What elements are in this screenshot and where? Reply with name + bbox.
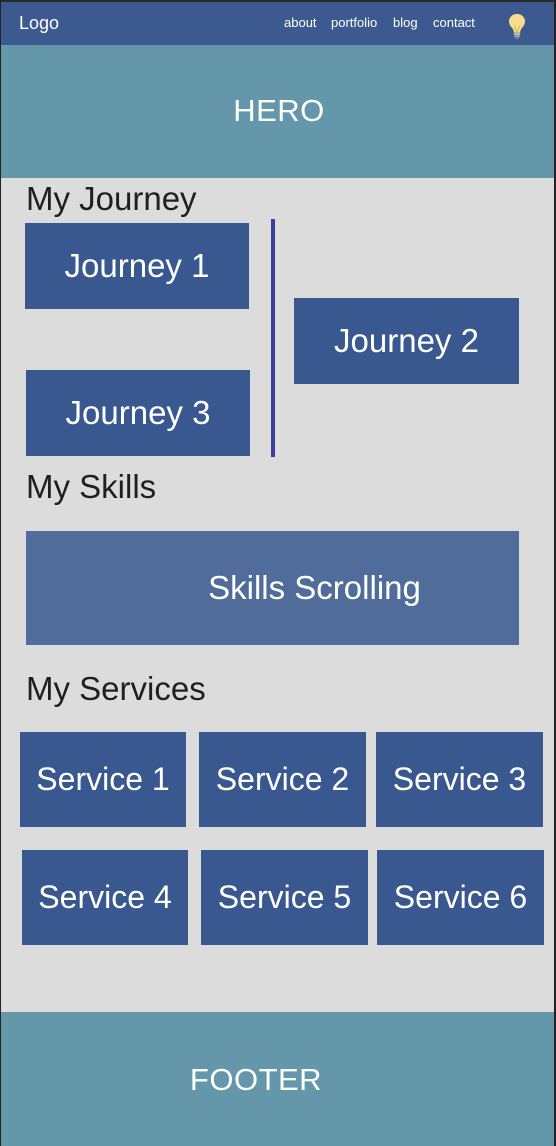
services-heading: My Services	[26, 670, 206, 707]
skills-scroller[interactable]: Skills Scrolling	[26, 531, 519, 645]
footer-section: FOOTER	[1, 1012, 554, 1146]
hero-label: HERO	[233, 93, 325, 128]
skills-heading: My Skills	[26, 468, 157, 505]
service-card-4[interactable]: Service 4	[22, 850, 188, 945]
hero-section: HERO	[1, 45, 554, 178]
nav-link-contact[interactable]: contact	[433, 15, 475, 30]
nav-link-blog[interactable]: blog	[393, 15, 418, 30]
service-card-1[interactable]: Service 1	[20, 732, 186, 827]
journey-card-1[interactable]: Journey 1	[25, 223, 249, 309]
footer-label-wrap: FOOTER	[1, 1062, 554, 1098]
timeline-divider	[271, 219, 275, 457]
service-card-3[interactable]: Service 3	[376, 732, 543, 827]
journey-card-2[interactable]: Journey 2	[294, 298, 519, 384]
journey-heading: My Journey	[26, 180, 197, 217]
service-card-2[interactable]: Service 2	[199, 732, 366, 827]
service-card-5[interactable]: Service 5	[201, 850, 368, 945]
journey-card-3[interactable]: Journey 3	[26, 370, 250, 456]
navbar: Logo about portfolio blog contact	[1, 0, 554, 45]
nav-link-portfolio[interactable]: portfolio	[331, 15, 378, 30]
lightbulb-icon[interactable]	[506, 12, 528, 40]
skills-scroller-label: Skills Scrolling	[208, 569, 421, 606]
logo[interactable]: Logo	[19, 13, 60, 33]
footer-label: FOOTER	[189, 1062, 323, 1097]
service-card-6[interactable]: Service 6	[377, 850, 544, 945]
nav-link-about[interactable]: about	[284, 15, 317, 30]
